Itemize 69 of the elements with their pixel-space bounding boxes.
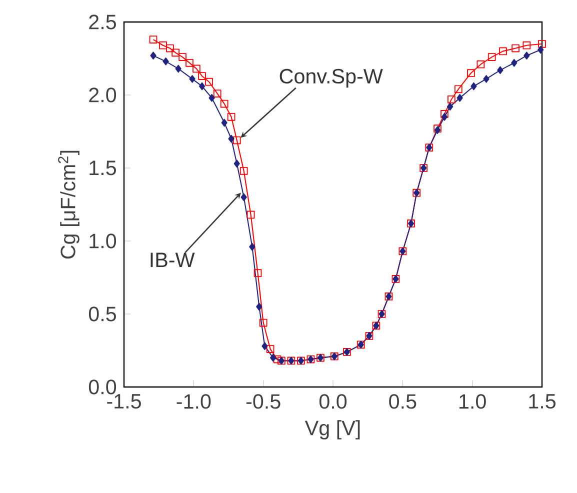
point — [150, 52, 156, 60]
point — [228, 134, 234, 143]
point — [448, 95, 456, 104]
point — [497, 66, 504, 74]
point — [270, 354, 276, 362]
point — [254, 269, 262, 278]
point — [198, 82, 206, 90]
point — [538, 40, 546, 48]
x-tick-label: 0.0 — [319, 394, 347, 409]
x-tick-label: -1.5 — [107, 394, 141, 409]
point — [522, 41, 531, 50]
x-axis-title: Vg [V] — [304, 420, 360, 440]
point — [467, 69, 475, 78]
point — [249, 242, 256, 251]
point — [234, 160, 240, 168]
point — [166, 44, 174, 52]
point — [205, 78, 213, 86]
point — [192, 64, 200, 73]
point — [186, 58, 194, 67]
point — [259, 318, 268, 327]
point — [172, 48, 180, 57]
point — [227, 112, 236, 121]
point — [220, 100, 228, 108]
x-tick-label: 1.0 — [460, 394, 486, 409]
point — [149, 36, 158, 44]
point — [262, 342, 268, 350]
point — [162, 57, 169, 66]
point — [208, 94, 215, 102]
point — [454, 85, 462, 94]
y-axis-title: Cg [μF/cm$^{2}$] — [58, 150, 80, 259]
y-tick-label: 1.5 — [90, 160, 116, 176]
point — [221, 118, 228, 127]
point — [441, 112, 448, 121]
point — [499, 47, 507, 56]
y-tick-label: 0.5 — [88, 306, 116, 322]
point — [198, 72, 206, 80]
point — [476, 60, 485, 68]
annotation: IB-W — [150, 252, 195, 268]
point — [256, 302, 262, 311]
x-tick-label: -0.5 — [246, 394, 280, 409]
point — [440, 110, 448, 118]
point — [175, 64, 182, 73]
point — [524, 52, 530, 60]
x-tick-label: -1.0 — [176, 394, 211, 409]
point — [511, 58, 518, 67]
point — [483, 75, 490, 83]
x-tick-label: 0.5 — [389, 394, 416, 409]
point — [512, 44, 520, 52]
point — [240, 193, 247, 202]
point — [246, 210, 255, 219]
point — [266, 345, 274, 353]
y-tick-label: 2.5 — [89, 14, 116, 30]
x-tick-label: 1.5 — [529, 394, 556, 409]
point — [538, 46, 544, 54]
point — [213, 90, 222, 98]
point — [470, 82, 477, 90]
y-tick-label: 0.0 — [88, 380, 116, 394]
point — [446, 102, 454, 111]
point — [456, 94, 463, 102]
point — [232, 136, 241, 144]
annotation: Conv.Sp-W — [280, 68, 383, 88]
point — [178, 53, 186, 61]
point — [189, 75, 196, 83]
point — [488, 53, 496, 61]
point — [273, 355, 282, 364]
point — [240, 166, 248, 175]
y-tick-label: 2.0 — [89, 88, 116, 102]
point — [159, 41, 167, 50]
y-tick-label: 1.0 — [90, 234, 116, 248]
